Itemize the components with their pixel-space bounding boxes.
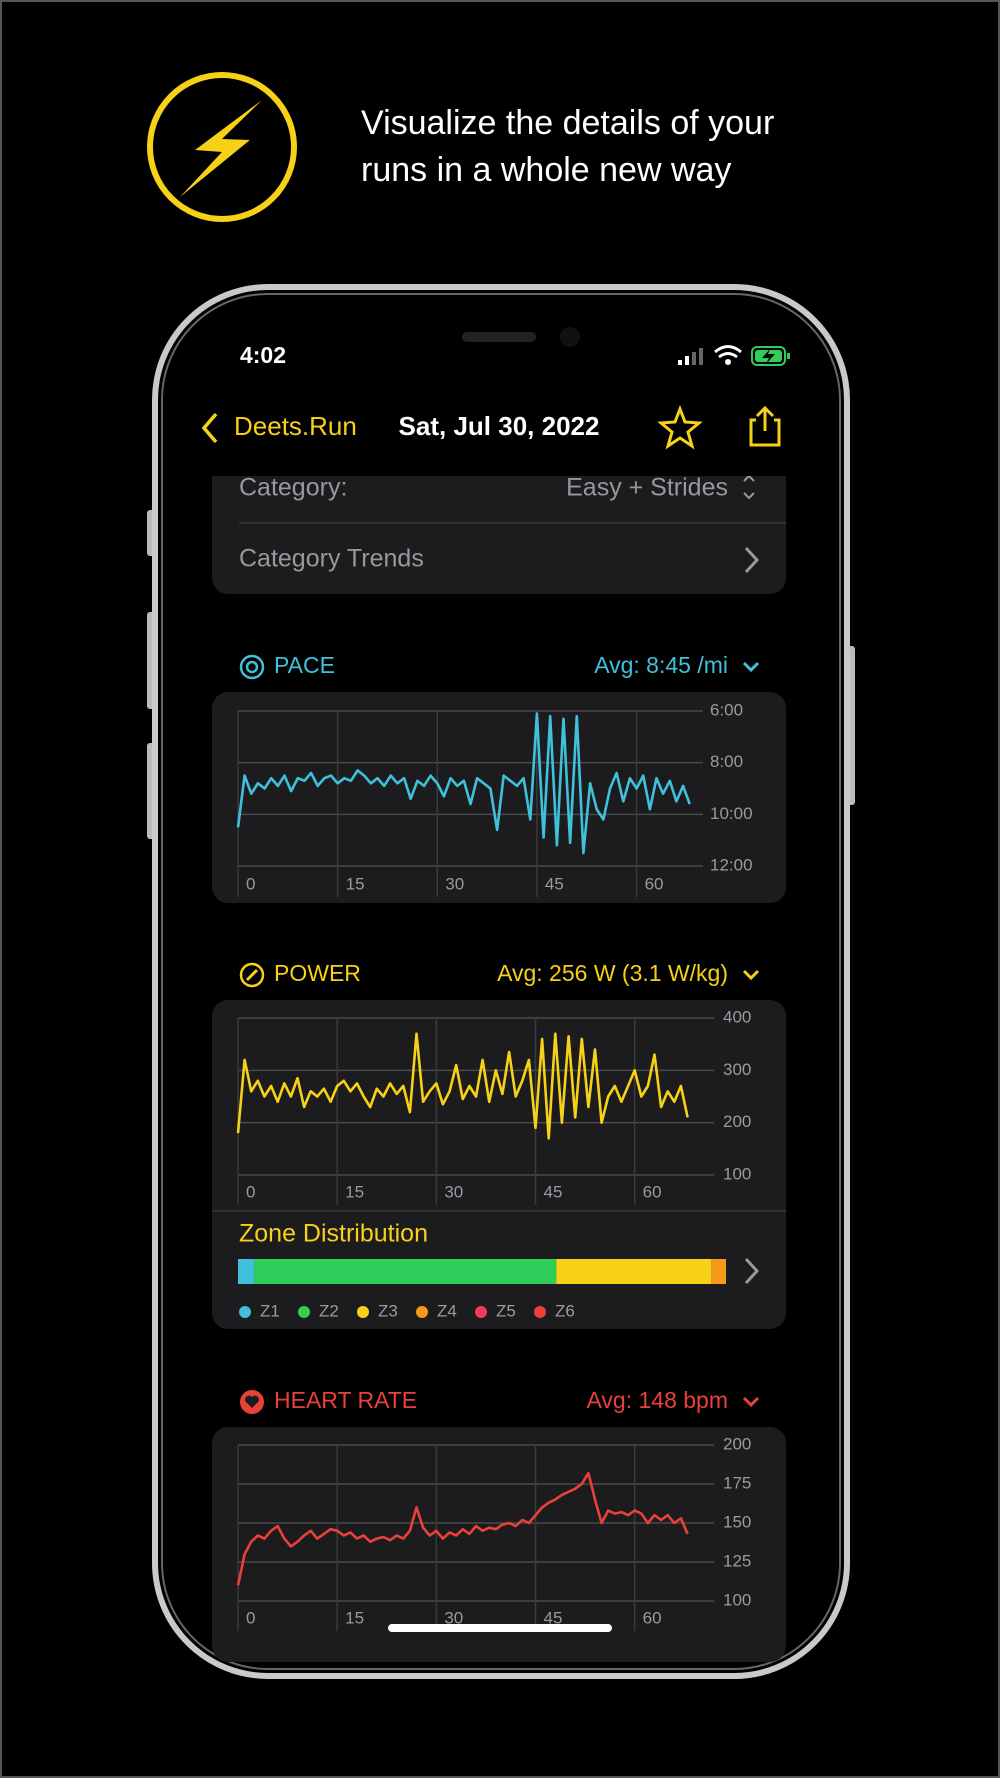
x-tick-label: 60 bbox=[645, 874, 664, 893]
y-tick-label: 150 bbox=[723, 1512, 751, 1531]
share-button[interactable] bbox=[749, 405, 781, 447]
phone-bezel bbox=[161, 293, 841, 1670]
y-tick-label: 125 bbox=[723, 1551, 751, 1570]
x-tick-label: 30 bbox=[444, 1182, 463, 1201]
chart-card bbox=[212, 1427, 786, 1662]
legend-dot bbox=[475, 1306, 487, 1318]
y-tick-label: 400 bbox=[723, 1007, 751, 1026]
data-line bbox=[236, 1471, 689, 1586]
legend-dot bbox=[298, 1306, 310, 1318]
legend-label: Z6 bbox=[555, 1301, 575, 1320]
section-icon bbox=[239, 962, 265, 988]
chevron[interactable] bbox=[744, 1257, 760, 1285]
headline: runs in a whole new way bbox=[361, 151, 731, 189]
headline: Visualize the details of your bbox=[361, 104, 774, 142]
y-tick-label: 10:00 bbox=[710, 804, 753, 823]
legend-label: Z4 bbox=[437, 1301, 457, 1320]
y-tick-label: 175 bbox=[723, 1473, 751, 1492]
home-indicator bbox=[388, 1624, 612, 1632]
section-icon bbox=[245, 660, 259, 674]
y-tick-label: 100 bbox=[723, 1164, 751, 1183]
chart-card bbox=[212, 692, 786, 903]
legend-label: Z2 bbox=[319, 1301, 339, 1320]
data-line bbox=[236, 712, 691, 855]
settings-card bbox=[212, 440, 786, 594]
zone-title: Zone Distribution bbox=[239, 1220, 428, 1248]
nav-title: Sat, Jul 30, 2022 bbox=[399, 411, 600, 441]
status-time: 4:02 bbox=[240, 342, 286, 368]
chevron bbox=[742, 661, 760, 673]
legend-dot bbox=[357, 1306, 369, 1318]
section-title: PACE bbox=[274, 652, 335, 678]
setting-value[interactable]: Easy + Strides bbox=[566, 474, 728, 502]
logo bbox=[147, 72, 297, 222]
y-tick-label: 100 bbox=[723, 1590, 751, 1609]
legend-dot bbox=[239, 1306, 251, 1318]
y-tick-label: 200 bbox=[723, 1434, 751, 1453]
x-tick-label: 0 bbox=[246, 1182, 255, 1201]
x-tick-label: 45 bbox=[544, 1182, 563, 1201]
x-tick-label: 60 bbox=[643, 1608, 662, 1627]
back-icon[interactable] bbox=[201, 412, 218, 444]
x-tick-label: 30 bbox=[444, 1608, 463, 1627]
chart-card bbox=[212, 1000, 786, 1329]
x-tick-label: 15 bbox=[345, 1608, 364, 1627]
section-icon bbox=[245, 1395, 259, 1408]
section-average[interactable]: Avg: 256 W (3.1 W/kg) bbox=[497, 960, 728, 986]
y-tick-label: 8:00 bbox=[710, 752, 743, 771]
section-title: POWER bbox=[274, 960, 361, 986]
x-tick-label: 30 bbox=[445, 874, 464, 893]
x-tick-label: 45 bbox=[544, 1608, 563, 1627]
nav-bar bbox=[175, 380, 825, 476]
section-icon bbox=[245, 968, 259, 982]
legend-dot bbox=[534, 1306, 546, 1318]
section-title: HEART RATE bbox=[274, 1387, 417, 1413]
zone-segment bbox=[556, 1259, 712, 1284]
y-tick-label: 6:00 bbox=[710, 700, 743, 719]
charts: PACE Avg: 8:45 /mi 6:00 8:00 10:00 12:00 0 15 30… bbox=[212, 652, 786, 1662]
data-line bbox=[236, 1032, 689, 1140]
legend-label: Z1 bbox=[260, 1301, 280, 1320]
y-tick-label: 12:00 bbox=[710, 855, 753, 874]
zone-segment bbox=[254, 1259, 557, 1284]
favorite-button[interactable] bbox=[657, 404, 703, 450]
x-tick-label: 15 bbox=[346, 874, 365, 893]
section-average[interactable]: Avg: 8:45 /mi bbox=[594, 652, 728, 678]
camera bbox=[560, 327, 580, 347]
back-button[interactable]: Deets.Run bbox=[234, 411, 357, 441]
legend-label: Z5 bbox=[496, 1301, 516, 1320]
status-icons bbox=[678, 345, 790, 366]
setting-link[interactable]: Category Trends bbox=[239, 545, 424, 573]
legend-label: Z3 bbox=[378, 1301, 398, 1320]
y-tick-label: 200 bbox=[723, 1112, 751, 1131]
x-tick-label: 60 bbox=[643, 1182, 662, 1201]
x-tick-label: 0 bbox=[246, 874, 255, 893]
zone-segment bbox=[238, 1259, 255, 1284]
section-average[interactable]: Avg: 148 bpm bbox=[586, 1387, 728, 1413]
y-tick-label: 300 bbox=[723, 1060, 751, 1079]
chevron bbox=[744, 546, 760, 574]
x-tick-label: 15 bbox=[345, 1182, 364, 1201]
chevron bbox=[742, 1396, 760, 1408]
setting-label: Category: bbox=[239, 474, 347, 502]
x-tick-label: 45 bbox=[545, 874, 564, 893]
section-icon bbox=[239, 654, 265, 680]
zone-segment bbox=[711, 1259, 726, 1284]
legend-dot bbox=[416, 1306, 428, 1318]
x-tick-label: 0 bbox=[246, 1608, 255, 1627]
speaker bbox=[462, 332, 536, 342]
chevron bbox=[742, 969, 760, 981]
